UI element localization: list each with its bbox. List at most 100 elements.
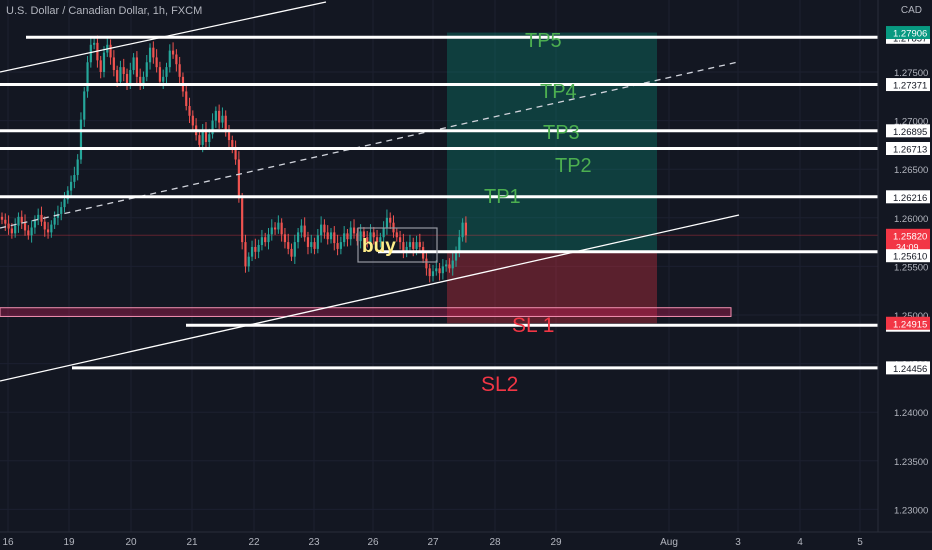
price-badge-label: 1.24915: [893, 319, 927, 330]
x-tick-label: Aug: [660, 537, 678, 548]
x-tick-label: 5: [857, 537, 863, 548]
x-tick-label: 20: [125, 537, 137, 548]
level-price-label: 1.26216: [893, 193, 927, 204]
level-price-tag: [886, 78, 930, 92]
candle-body: [0, 216, 4, 220]
price-badge: [886, 249, 930, 263]
candle-body: [198, 135, 201, 145]
countdown-label: 34:09: [896, 242, 919, 252]
x-tick-label: 22: [248, 537, 260, 548]
buy-label: buy: [362, 236, 396, 257]
candle-body: [402, 242, 405, 252]
y-tick-label: 1.25000: [894, 311, 928, 322]
mid-channel-dashed-line[interactable]: [0, 61, 739, 229]
level-price-tag: [886, 190, 930, 204]
candle-body: [116, 70, 119, 82]
price-badge-label: 1.25610: [893, 252, 927, 263]
target-label: TP5: [525, 30, 562, 52]
y-tick-label: 1.24000: [894, 408, 928, 419]
candle-body: [333, 232, 336, 244]
candle-body: [316, 235, 319, 249]
candle-body: [46, 229, 50, 233]
candle-body: [112, 57, 115, 71]
candle-body: [445, 264, 448, 267]
candle-body: [122, 67, 125, 74]
candle-body: [33, 219, 36, 228]
candle-body: [320, 224, 323, 236]
lower-channel-line[interactable]: [0, 214, 740, 382]
candle-body: [63, 199, 66, 208]
candle-body: [270, 227, 273, 235]
buy-box[interactable]: [357, 227, 438, 263]
candle-body: [152, 47, 155, 58]
candle-body: [441, 266, 444, 274]
candle-body: [234, 146, 237, 160]
x-tick-label: 29: [550, 537, 562, 548]
candle-body: [438, 268, 441, 274]
candle-body: [336, 243, 339, 249]
support-zone: [0, 307, 732, 317]
y-tick-label: 1.26500: [894, 165, 928, 176]
x-tick-label: 26: [367, 537, 379, 548]
candle-body: [283, 234, 287, 243]
target-label: TP1: [484, 186, 521, 208]
candle-body: [352, 227, 356, 234]
candle-body: [349, 227, 352, 240]
candle-body: [339, 242, 342, 249]
candle-body: [40, 214, 43, 222]
target-label: TP3: [543, 122, 580, 144]
candle-body: [23, 222, 27, 231]
candle-body: [148, 47, 152, 63]
candle-body: [260, 237, 264, 246]
candle-body: [461, 222, 464, 238]
candle-body: [76, 159, 79, 176]
candle-body: [66, 190, 69, 200]
candle-body: [208, 134, 211, 142]
level-price-label: 1.24456: [893, 364, 927, 375]
symbol-title[interactable]: U.S. Dollar / Canadian Dollar, 1h, FXCM: [6, 5, 203, 17]
candle-body: [273, 227, 277, 230]
candle-body: [99, 60, 102, 72]
candle-body: [250, 246, 254, 257]
candle-body: [398, 237, 402, 243]
candle-body: [241, 198, 244, 243]
candle-body: [366, 237, 369, 243]
candle-body: [204, 130, 208, 142]
x-tick-label: 28: [489, 537, 501, 548]
candle-body: [139, 76, 142, 84]
candle-body: [458, 237, 461, 252]
candle-body: [379, 237, 382, 243]
candle-body: [119, 67, 122, 82]
candle-body: [102, 52, 106, 72]
y-tick-label: 1.25500: [894, 262, 928, 273]
candle-body: [244, 242, 247, 267]
candle-body: [171, 50, 175, 55]
candle-body: [293, 242, 296, 257]
loss-zone: [447, 251, 657, 324]
level-price-tag: [886, 361, 930, 375]
candle-body: [280, 222, 283, 235]
candle-body: [165, 67, 168, 77]
level-price-label: 1.26895: [893, 127, 927, 138]
candle-body: [428, 268, 431, 277]
candle-body: [56, 213, 60, 218]
candle-body: [359, 231, 362, 242]
candle-body: [277, 222, 280, 230]
candle-body: [237, 159, 240, 199]
candle-body: [83, 91, 86, 120]
candle-body: [264, 237, 267, 243]
candle-body: [221, 115, 224, 123]
candle-body: [323, 224, 326, 233]
candle-body: [408, 242, 412, 247]
candle-body: [257, 245, 260, 252]
y-tick-label: 1.23500: [894, 457, 928, 468]
candle-body: [372, 232, 375, 238]
candle-body: [346, 233, 349, 240]
candle-body: [310, 242, 313, 247]
candle-body: [7, 223, 10, 229]
candle-body: [362, 231, 365, 238]
candle-body: [73, 175, 76, 182]
level-price-tag: [886, 141, 930, 155]
x-tick-label: 23: [308, 537, 320, 548]
